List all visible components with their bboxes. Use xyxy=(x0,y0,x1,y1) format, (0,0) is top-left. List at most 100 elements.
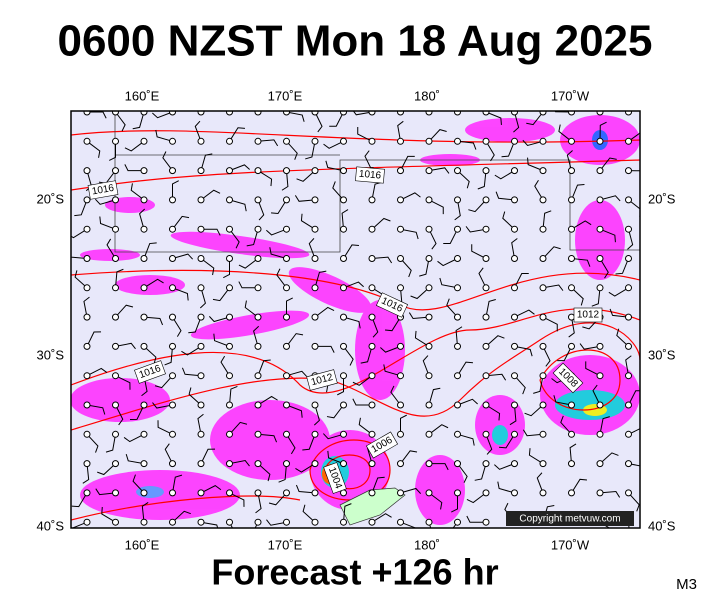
station xyxy=(397,460,404,468)
isobar-label-box xyxy=(87,180,119,200)
wind-barb xyxy=(129,404,145,420)
station xyxy=(368,196,376,204)
station xyxy=(283,430,290,438)
wind-barb xyxy=(428,424,449,435)
station xyxy=(226,372,233,380)
wind-barb xyxy=(87,111,107,119)
wind-barb xyxy=(314,270,327,288)
station xyxy=(83,313,91,321)
station xyxy=(397,225,404,233)
station xyxy=(254,342,262,350)
station xyxy=(283,111,290,116)
station xyxy=(596,167,604,175)
wind-barb xyxy=(477,170,487,190)
station xyxy=(511,430,518,438)
wind-barb xyxy=(229,127,245,142)
station xyxy=(197,460,205,468)
wind-barb xyxy=(115,404,124,426)
wind-barb xyxy=(271,199,287,214)
wind-barb xyxy=(86,140,101,158)
station xyxy=(454,313,461,321)
station xyxy=(625,196,632,204)
station xyxy=(311,489,319,497)
station xyxy=(254,225,262,233)
wind-barb xyxy=(86,404,106,415)
wind-barb xyxy=(466,515,486,523)
wind-barb xyxy=(371,217,391,230)
station xyxy=(568,225,575,233)
wind-barb xyxy=(343,244,359,259)
wind-barb xyxy=(74,199,88,217)
wind-barb xyxy=(526,111,544,126)
station xyxy=(454,137,461,145)
wind-barb xyxy=(269,247,287,259)
wind-barb xyxy=(343,503,352,523)
station xyxy=(625,167,632,175)
wind-barb xyxy=(400,228,419,240)
station xyxy=(112,460,119,468)
station xyxy=(482,313,490,321)
wind-barb xyxy=(132,111,145,130)
wind-barb xyxy=(451,492,458,513)
station xyxy=(226,111,233,116)
isobar-label-box xyxy=(552,362,584,394)
wind-barb xyxy=(568,317,575,338)
station xyxy=(169,313,176,321)
station xyxy=(482,225,490,233)
wind-barb xyxy=(199,287,206,309)
isobar-label-box xyxy=(355,166,385,184)
station xyxy=(568,167,575,175)
wind-barb xyxy=(485,298,496,318)
station xyxy=(368,111,376,116)
station xyxy=(169,430,176,438)
wind-barb xyxy=(615,258,629,275)
wind-barb xyxy=(276,268,287,289)
station xyxy=(511,313,518,321)
station xyxy=(368,225,376,233)
wind-barb xyxy=(400,414,407,435)
wind-barb xyxy=(352,398,372,406)
wind-barb xyxy=(115,268,124,288)
station xyxy=(539,460,547,468)
wind-barb xyxy=(308,238,316,259)
station xyxy=(140,137,148,145)
station xyxy=(397,401,404,409)
station xyxy=(169,372,176,380)
wind-barb xyxy=(229,228,240,249)
station xyxy=(568,342,575,350)
station xyxy=(368,284,376,292)
wind-barb xyxy=(71,228,88,239)
wind-barb xyxy=(322,433,344,440)
wind-barb xyxy=(295,484,316,494)
wind-barb xyxy=(286,333,304,347)
wind-barb xyxy=(501,141,515,158)
station xyxy=(140,284,148,292)
station xyxy=(568,313,575,321)
station xyxy=(254,313,262,321)
wind-barb xyxy=(172,215,190,230)
wind-barb xyxy=(97,463,116,476)
station xyxy=(482,284,490,292)
wind-barb xyxy=(557,346,572,362)
wind-barb xyxy=(255,492,262,514)
station xyxy=(311,111,319,116)
station xyxy=(254,401,262,409)
wind-barb xyxy=(599,157,617,171)
wind-barb xyxy=(278,463,287,483)
wind-barb xyxy=(286,111,305,122)
station xyxy=(482,167,490,175)
wind-barb xyxy=(86,367,108,377)
wind-barb xyxy=(326,404,344,419)
wind-barb xyxy=(162,151,173,171)
station xyxy=(197,167,205,175)
wind-barb xyxy=(385,316,401,332)
wind-barb xyxy=(286,404,303,418)
wind-barb xyxy=(257,395,278,406)
station xyxy=(197,489,205,497)
station xyxy=(511,460,518,468)
wind-barb xyxy=(527,157,544,172)
wind-barb xyxy=(343,281,364,289)
wind-barb xyxy=(352,375,373,386)
station xyxy=(340,167,347,175)
